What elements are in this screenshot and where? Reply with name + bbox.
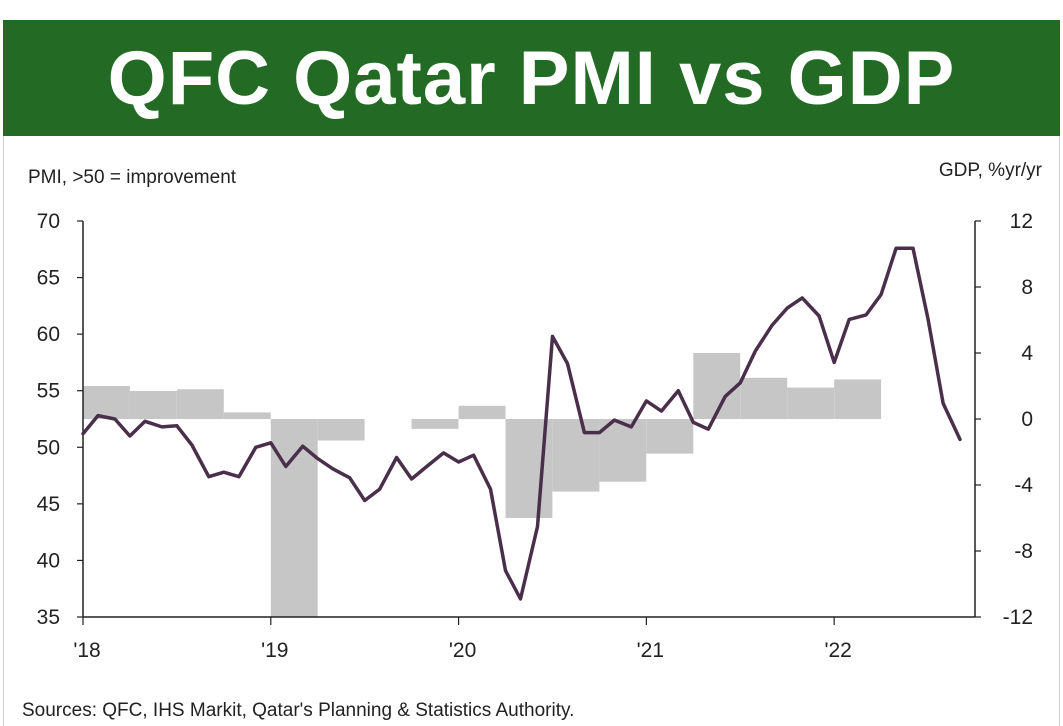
left-axis-label: PMI, >50 = improvement: [28, 167, 237, 188]
right-tick-label: 0: [1021, 408, 1033, 431]
gdp-bar: [787, 387, 835, 419]
right-tick-label: -12: [1003, 606, 1033, 629]
left-tick-label: 45: [37, 493, 60, 516]
x-tick-label: '21: [637, 639, 664, 662]
pmi-line: [81, 246, 962, 601]
gdp-bar: [458, 405, 506, 419]
gdp-bars: [83, 353, 882, 617]
gdp-bar: [83, 386, 130, 419]
gdp-bar: [834, 379, 882, 419]
right-tick-label: -8: [1014, 540, 1033, 563]
x-tick-label: '19: [261, 639, 288, 662]
x-tick-label: '22: [824, 639, 851, 662]
x-tick-label: '18: [73, 639, 100, 662]
title-bar: QFC Qatar PMI vs GDP: [3, 20, 1060, 136]
left-ticks: 70 65 60 55 50 45 40 35: [37, 210, 83, 629]
chart: PMI, >50 = improvement GDP, %yr/yr 70 65 6…: [28, 160, 1043, 662]
right-tick-label: -4: [1014, 474, 1033, 497]
gdp-bar: [129, 391, 177, 419]
gdp-bar: [740, 377, 788, 420]
page-title: QFC Qatar PMI vs GDP: [107, 35, 956, 121]
gdp-bar: [223, 412, 271, 419]
x-ticks: '18 '19 '20 '21 '22: [73, 617, 852, 662]
gdp-bar: [693, 353, 741, 419]
right-tick-label: 8: [1021, 276, 1033, 299]
left-tick-label: 65: [37, 267, 60, 290]
left-tick-label: 55: [37, 380, 60, 403]
gdp-bar: [646, 419, 694, 454]
right-axis-label: GDP, %yr/yr: [939, 160, 1043, 181]
x-tick-label: '20: [449, 639, 476, 662]
right-tick-label: 4: [1021, 342, 1033, 365]
gdp-bar: [176, 389, 224, 419]
right-ticks: 12 8 4 0 -4 -8 -12: [975, 210, 1033, 629]
gdp-bar: [411, 419, 459, 429]
left-tick-label: 60: [37, 323, 60, 346]
source-note: Sources: QFC, IHS Markit, Qatar's Planni…: [22, 700, 575, 721]
banner: QFC Qatar PMI vs GDP: [0, 0, 1063, 138]
chart-frame: [3, 136, 1060, 726]
gdp-bar: [317, 419, 365, 441]
gdp-bar: [599, 419, 647, 482]
right-tick-label: 12: [1010, 210, 1033, 233]
gdp-bar: [552, 419, 600, 492]
left-tick-label: 35: [37, 606, 60, 629]
left-tick-label: 70: [37, 210, 60, 233]
left-tick-label: 50: [37, 436, 60, 459]
gdp-bar: [270, 419, 318, 617]
left-tick-label: 40: [37, 549, 60, 572]
